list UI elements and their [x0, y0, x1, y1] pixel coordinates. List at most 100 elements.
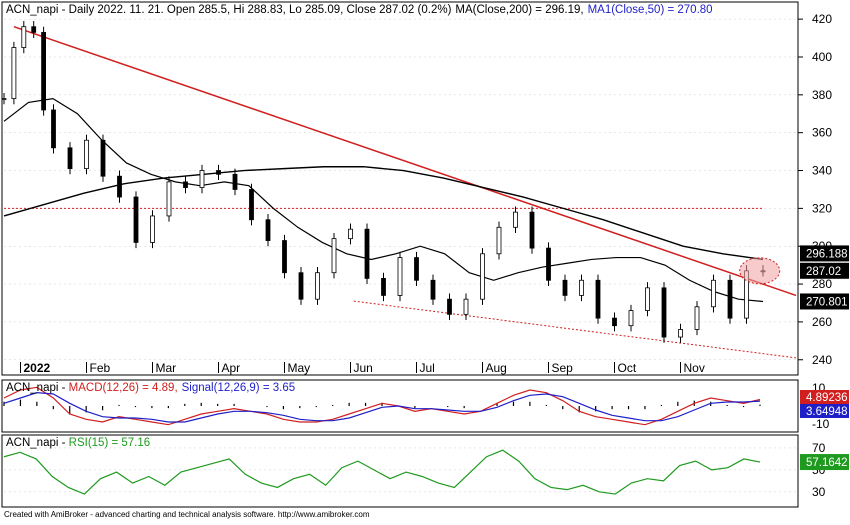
- price-candle: [1, 98, 7, 101]
- ma50-value-badge-label: 270.801: [806, 296, 848, 308]
- price-x-tick-label: Nov: [684, 361, 705, 375]
- price-candle: [183, 181, 188, 188]
- price-x-axis: 2022 Feb Mar Apr May Jun Jul Aug Sep Oct Nov: [20, 361, 705, 375]
- header-ma50: MA1(Close,50) = 270.80: [588, 4, 713, 16]
- price-y-tick-label: 240: [812, 353, 832, 367]
- price-candle: [117, 175, 122, 198]
- price-candle: [84, 139, 89, 170]
- price-candle: [678, 329, 683, 338]
- ma50-value-badge: [800, 293, 849, 310]
- price-candle: [364, 228, 370, 279]
- price-candle: [414, 257, 419, 281]
- macd-header-macd: MACD(12,26) = 4.89,: [69, 382, 178, 394]
- macd-value-badge-label: 4.89236: [806, 392, 848, 404]
- price-candle: [628, 310, 634, 327]
- rsi-y-tick-label: 30: [812, 485, 826, 499]
- rsi-header: ACN_napi - RSI(15) = 57.16: [6, 437, 150, 449]
- last-price-badge-label: 287.02: [806, 266, 841, 278]
- price-plot: [1, 21, 797, 359]
- price-x-tick-label: Mar: [156, 361, 177, 375]
- price-y-tick-label: 260: [812, 315, 832, 329]
- price-y-tick-label: 280: [812, 277, 832, 291]
- ma50-line: [3, 97, 764, 303]
- rsi-header-symbol: ACN_napi: [6, 437, 58, 449]
- price-candle: [315, 272, 320, 300]
- header-sep: -: [58, 4, 68, 16]
- macd-header-symbol: ACN_napi: [6, 382, 58, 394]
- price-candle: [645, 287, 650, 311]
- ma200-line: [3, 166, 764, 261]
- macd-header: ACN_napi - MACD(12,26) = 4.89, Signal(12,…: [6, 382, 295, 394]
- price-candle: [711, 279, 716, 308]
- macd-y-tick-label: -10: [812, 417, 830, 431]
- price-header: ACN_napi - Daily 2022. 11. 21. Open 285.…: [6, 4, 713, 16]
- price-candle: [41, 31, 46, 111]
- signal-value-badge: [800, 404, 849, 418]
- rsi-plot: 30507057.1642: [3, 441, 849, 499]
- price-candle: [265, 219, 271, 241]
- price-y-axis: 240260280300320340360380400420: [798, 12, 832, 367]
- price-candle: [381, 277, 386, 296]
- price-candle: [11, 47, 17, 100]
- price-candle: [67, 147, 73, 170]
- price-y-tick-label: 360: [812, 126, 832, 140]
- price-candle: [216, 170, 221, 175]
- price-x-tick-label: Aug: [486, 361, 507, 375]
- price-y-tick-label: 400: [812, 50, 832, 64]
- price-candle: [496, 226, 502, 255]
- signal-value-badge-label: 3.64948: [806, 406, 848, 418]
- price-y-tick-label: 420: [812, 12, 832, 26]
- price-x-tick-label: Jul: [420, 361, 435, 375]
- price-candle: [249, 189, 254, 221]
- macd-header-signal: Signal(12,26,9) = 3.65: [182, 382, 295, 394]
- price-candle: [595, 279, 601, 319]
- price-candle: [546, 247, 551, 281]
- header-info: Daily 2022. 11. 21. Open 285.5, Hi 288.8…: [69, 4, 452, 16]
- rsi-y-tick-label: 70: [812, 441, 826, 455]
- macd-value-badge: [800, 390, 849, 404]
- header-ma200: MA(Close,200) = 296.19,: [455, 4, 583, 16]
- value-badges: 296.188 287.02 270.801: [800, 245, 849, 310]
- rsi-line: [3, 449, 761, 495]
- price-candle: [430, 279, 436, 300]
- price-candle: [612, 317, 617, 327]
- price-x-tick-label: Oct: [618, 361, 637, 375]
- macd-header-sep: -: [58, 382, 68, 394]
- price-y-tick-label: 320: [812, 201, 832, 215]
- price-y-tick-label: 380: [812, 88, 832, 102]
- price-candle: [397, 257, 403, 296]
- price-x-tick-label: Feb: [90, 361, 111, 375]
- upper-trendline: [13, 25, 797, 297]
- ma200-value-badge-label: 296.188: [806, 248, 848, 260]
- price-candle: [463, 298, 469, 315]
- rsi-header-sep: -: [58, 437, 68, 449]
- price-candle: [166, 181, 172, 217]
- footer-credit: Created with AmiBroker - advanced charti…: [4, 510, 370, 519]
- price-candle: [21, 26, 27, 48]
- price-candle: [298, 272, 304, 300]
- price-candle: [562, 279, 568, 296]
- rsi-pane: [1, 434, 799, 508]
- price-candle: [133, 196, 139, 243]
- price-x-tick-label: Sep: [552, 361, 574, 375]
- price-candle: [513, 211, 518, 228]
- price-candle: [282, 240, 287, 274]
- last-price-badge: [800, 262, 849, 279]
- price-candle: [150, 215, 155, 243]
- price-x-tick-label: May: [288, 361, 311, 375]
- price-x-tick-label: Jun: [354, 361, 373, 375]
- rsi-value-badge-label: 57.1642: [806, 457, 848, 469]
- price-candle: [694, 306, 700, 330]
- price-candle: [447, 298, 452, 315]
- ma200-value-badge: [800, 245, 849, 262]
- signal-line: [3, 392, 761, 423]
- price-y-tick-label: 340: [812, 164, 832, 178]
- price-candle: [31, 26, 37, 33]
- price-candle: [199, 170, 205, 188]
- price-candle: [100, 139, 106, 177]
- price-candle: [331, 238, 337, 274]
- price-x-tick-label: 2022: [24, 361, 51, 375]
